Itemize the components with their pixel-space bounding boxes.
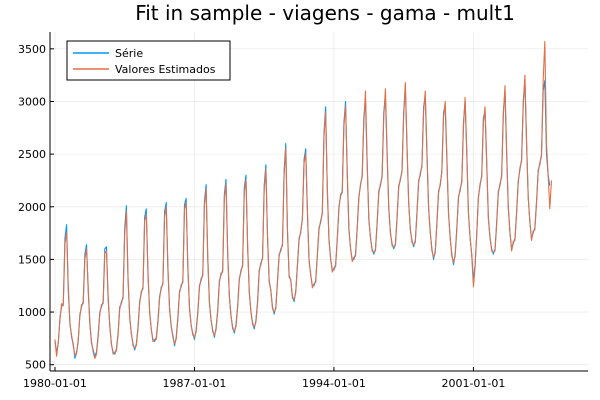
y-tick-label: 1000 [18,306,46,319]
series-line-2 [54,40,553,359]
legend-box [66,40,231,81]
legend-label: Valores Estimados [115,63,216,76]
series-layer [54,40,553,359]
x-tick-label: 1980-01-01 [23,377,87,390]
chart-title: Fit in sample - viagens - gama - mult1 [135,1,515,25]
y-tick-label: 500 [25,359,46,372]
grid [50,32,588,371]
y-tick-label: 3000 [18,95,46,108]
y-tick-label: 1500 [18,253,46,266]
x-tick-label: 1994-01-01 [302,377,366,390]
legend: Série Valores Estimados [66,40,231,81]
legend-label: Série [115,47,143,60]
y-tick-label: 3500 [18,43,46,56]
x-tick-label: 2001-01-01 [441,377,505,390]
axes: 500 1000 1500 2000 2500 3000 3500 1980-01-01 198… [18,32,588,390]
x-tick-label: 1987-01-01 [162,377,226,390]
y-tick-label: 2000 [18,201,46,214]
y-tick-label: 2500 [18,148,46,161]
